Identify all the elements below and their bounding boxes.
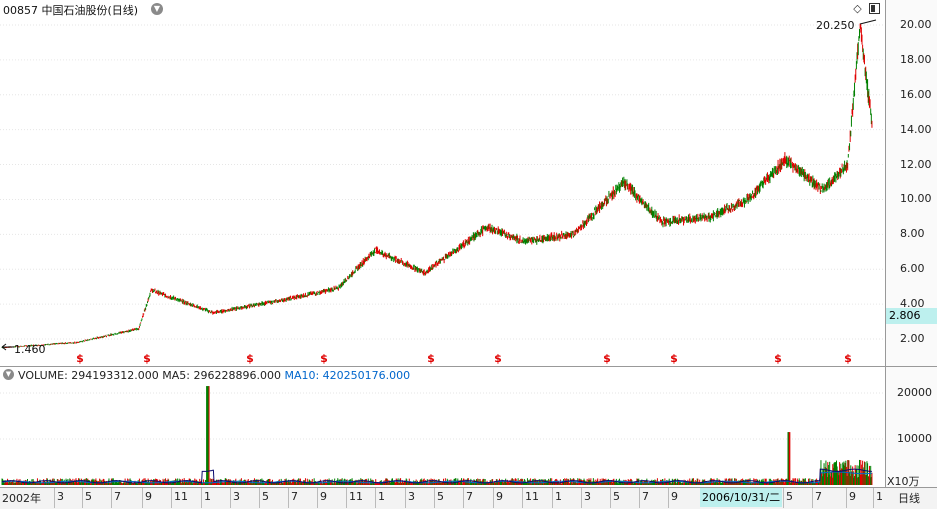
volume-tick-label: 10000 xyxy=(897,432,932,445)
dividend-marker[interactable]: $ xyxy=(774,352,782,365)
dividend-marker[interactable]: $ xyxy=(76,352,84,365)
month-label: 11 xyxy=(174,490,188,503)
month-separator xyxy=(259,488,260,508)
price-tick-label: 18.00 xyxy=(900,52,932,66)
month-separator xyxy=(812,488,813,508)
month-separator xyxy=(82,488,83,508)
dividend-marker[interactable]: $ xyxy=(143,352,151,365)
month-label: 7 xyxy=(642,490,649,503)
month-label: 9 xyxy=(145,490,152,503)
month-separator xyxy=(201,488,202,508)
last-price-badge: 2.806 xyxy=(886,308,937,324)
high-price-annotation: 20.250 xyxy=(816,19,855,32)
month-separator xyxy=(142,488,143,508)
month-separator xyxy=(873,488,874,508)
month-separator xyxy=(111,488,112,508)
month-separator xyxy=(639,488,640,508)
dividend-marker[interactable]: $ xyxy=(246,352,254,365)
month-separator xyxy=(846,488,847,508)
dividend-marker[interactable]: $ xyxy=(603,352,611,365)
month-label: 11 xyxy=(525,490,539,503)
month-separator xyxy=(288,488,289,508)
price-tick-label: 4.00 xyxy=(900,297,925,311)
month-label: 3 xyxy=(584,490,591,503)
price-tick-label: 10.00 xyxy=(900,192,932,206)
volume-unit: X10万 xyxy=(887,475,920,488)
month-separator xyxy=(346,488,347,508)
price-tick-label: 12.00 xyxy=(900,157,932,171)
ma10-line xyxy=(2,471,872,484)
volume-tick-label: 20000 xyxy=(897,386,932,399)
volume-axis xyxy=(885,367,937,487)
stock-title: 00857 中国石油股份(日线) xyxy=(3,4,139,17)
month-label: 7 xyxy=(815,490,822,503)
month-separator xyxy=(405,488,406,508)
month-separator xyxy=(375,488,376,508)
month-separator xyxy=(668,488,669,508)
month-label: 1 xyxy=(204,490,211,503)
month-separator xyxy=(610,488,611,508)
month-label: 1 xyxy=(555,490,562,503)
period-selector[interactable]: 日线 xyxy=(898,492,920,505)
month-label: 5 xyxy=(262,490,269,503)
volume-options-icon[interactable]: ▼ xyxy=(3,369,14,380)
ma5-value: MA5: 296228896.000 xyxy=(162,369,281,382)
month-separator xyxy=(434,488,435,508)
volume-value: VOLUME: 294193312.000 xyxy=(18,369,159,382)
month-label: 9 xyxy=(320,490,327,503)
month-separator xyxy=(581,488,582,508)
month-label: 7 xyxy=(466,490,473,503)
date-cursor-label: 2006/10/31/二 xyxy=(700,488,783,507)
month-label: 9 xyxy=(496,490,503,503)
month-label: 9 xyxy=(849,490,856,503)
low-price-annotation: 1.460 xyxy=(14,343,46,356)
month-label: 2002年 xyxy=(2,492,41,505)
price-axis xyxy=(885,0,937,366)
month-separator xyxy=(522,488,523,508)
month-label: 9 xyxy=(671,490,678,503)
dividend-marker[interactable]: $ xyxy=(320,352,328,365)
price-tick-label: 6.00 xyxy=(900,262,925,276)
month-label: 11 xyxy=(349,490,363,503)
price-tick-label: 2.00 xyxy=(900,332,925,345)
high-arrow xyxy=(859,19,877,25)
dividend-marker[interactable]: $ xyxy=(494,352,502,365)
month-separator xyxy=(230,488,231,508)
ma10-value: MA10: 420250176.000 xyxy=(284,369,411,382)
month-label: 7 xyxy=(114,490,121,503)
price-tick-label: 16.00 xyxy=(900,87,932,101)
month-label: 5 xyxy=(786,490,793,503)
dividend-marker[interactable]: $ xyxy=(670,352,678,365)
month-label: 5 xyxy=(437,490,444,503)
panel-divider xyxy=(0,366,937,367)
month-label: 7 xyxy=(291,490,298,503)
month-label: 3 xyxy=(233,490,240,503)
volume-legend: VOLUME: 294193312.000 MA5: 296228896.000… xyxy=(18,369,410,382)
month-label: 3 xyxy=(408,490,415,503)
month-separator xyxy=(171,488,172,508)
month-label: 1 xyxy=(876,490,883,503)
month-separator xyxy=(463,488,464,508)
month-label: 5 xyxy=(613,490,620,503)
ma5-line xyxy=(1,468,872,484)
month-separator xyxy=(317,488,318,508)
price-tick-label: 14.00 xyxy=(900,122,932,136)
month-label: 3 xyxy=(57,490,64,503)
month-label: 1 xyxy=(378,490,385,503)
price-tick-label: 8.00 xyxy=(900,227,925,241)
month-label: 5 xyxy=(85,490,92,503)
diamond-icon[interactable]: ◇ xyxy=(853,2,862,15)
month-separator xyxy=(783,488,784,508)
month-separator xyxy=(54,488,55,508)
chevron-down-icon[interactable]: ▼ xyxy=(151,3,163,15)
dividend-marker[interactable]: $ xyxy=(844,352,852,365)
low-arrow xyxy=(1,343,14,351)
price-tick-label: 20.00 xyxy=(900,18,932,31)
month-separator xyxy=(552,488,553,508)
dividend-marker[interactable]: $ xyxy=(427,352,435,365)
month-separator xyxy=(493,488,494,508)
panel-toggle-icon[interactable] xyxy=(869,3,880,14)
